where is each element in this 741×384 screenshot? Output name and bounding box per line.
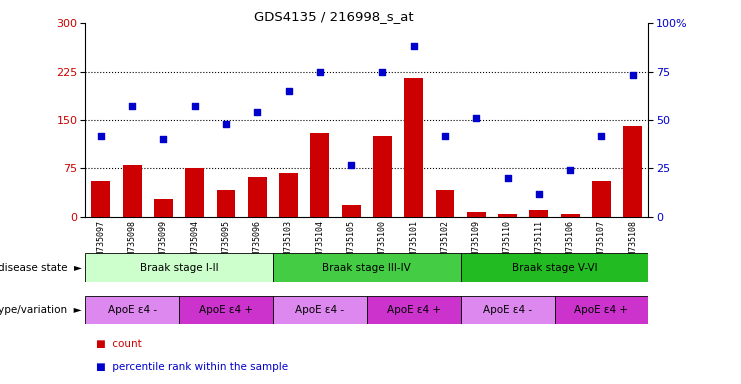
Point bbox=[564, 167, 576, 174]
Bar bbox=[530, 210, 548, 217]
Text: genotype/variation  ►: genotype/variation ► bbox=[0, 305, 82, 315]
Bar bbox=[179, 296, 273, 324]
Bar bbox=[273, 296, 367, 324]
Bar bbox=[248, 177, 267, 217]
Point bbox=[345, 162, 357, 168]
Text: ApoE ε4 +: ApoE ε4 + bbox=[199, 305, 253, 315]
Point bbox=[251, 109, 263, 115]
Text: Braak stage V-VI: Braak stage V-VI bbox=[512, 263, 597, 273]
Bar bbox=[216, 190, 236, 217]
Point bbox=[314, 68, 326, 74]
Text: ApoE ε4 -: ApoE ε4 - bbox=[107, 305, 156, 315]
Point bbox=[471, 115, 482, 121]
Bar bbox=[405, 78, 423, 217]
Bar bbox=[592, 181, 611, 217]
Bar bbox=[123, 165, 142, 217]
Bar bbox=[85, 253, 273, 282]
Point bbox=[627, 72, 639, 78]
Bar bbox=[554, 296, 648, 324]
Bar bbox=[436, 190, 454, 217]
Text: ApoE ε4 +: ApoE ε4 + bbox=[387, 305, 441, 315]
Bar bbox=[273, 253, 461, 282]
Point bbox=[220, 121, 232, 127]
Point bbox=[408, 43, 419, 50]
Point bbox=[439, 132, 451, 139]
Text: Braak stage III-IV: Braak stage III-IV bbox=[322, 263, 411, 273]
Text: ■  count: ■ count bbox=[96, 339, 142, 349]
Point bbox=[189, 103, 201, 109]
Bar bbox=[91, 181, 110, 217]
Bar bbox=[461, 296, 554, 324]
Bar bbox=[279, 173, 298, 217]
Point bbox=[95, 132, 107, 139]
Bar bbox=[373, 136, 392, 217]
Bar bbox=[461, 253, 648, 282]
Bar bbox=[467, 212, 485, 217]
Point bbox=[282, 88, 294, 94]
Point bbox=[376, 68, 388, 74]
Text: ■  percentile rank within the sample: ■ percentile rank within the sample bbox=[96, 362, 288, 372]
Text: ApoE ε4 -: ApoE ε4 - bbox=[296, 305, 345, 315]
Bar bbox=[623, 126, 642, 217]
Point bbox=[502, 175, 514, 181]
Bar bbox=[185, 169, 204, 217]
Point bbox=[126, 103, 138, 109]
Bar bbox=[85, 217, 648, 384]
Text: disease state  ►: disease state ► bbox=[0, 263, 82, 273]
Point bbox=[533, 190, 545, 197]
Point bbox=[158, 136, 170, 142]
Text: ApoE ε4 +: ApoE ε4 + bbox=[574, 305, 628, 315]
Bar bbox=[154, 199, 173, 217]
Bar bbox=[310, 133, 329, 217]
Bar bbox=[561, 214, 579, 217]
Text: GDS4135 / 216998_s_at: GDS4135 / 216998_s_at bbox=[253, 10, 413, 23]
Point bbox=[596, 132, 608, 139]
Bar bbox=[367, 296, 461, 324]
Text: ApoE ε4 -: ApoE ε4 - bbox=[483, 305, 532, 315]
Text: Braak stage I-II: Braak stage I-II bbox=[140, 263, 219, 273]
Bar bbox=[342, 205, 361, 217]
Bar bbox=[498, 214, 517, 217]
Bar bbox=[85, 296, 179, 324]
